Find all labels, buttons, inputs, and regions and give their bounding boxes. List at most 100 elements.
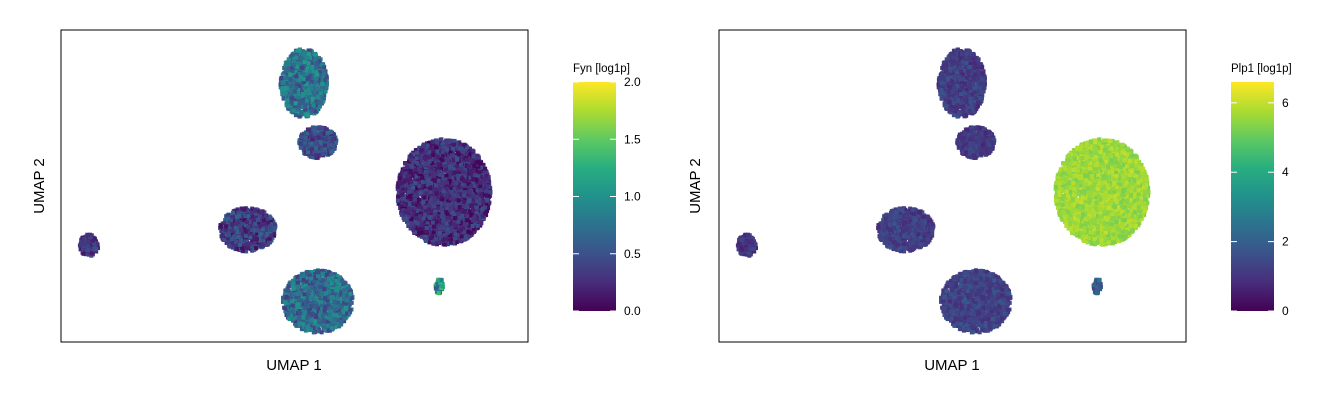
- cell-point: [420, 208, 425, 213]
- cell-point: [469, 204, 474, 209]
- cell-point: [453, 205, 458, 210]
- cell-point: [432, 178, 437, 183]
- cell-point: [464, 236, 469, 241]
- cell-point: [231, 240, 236, 245]
- cell-point: [435, 239, 440, 244]
- cell-point: [421, 222, 426, 227]
- cell-point: [451, 158, 456, 163]
- cell-point: [426, 178, 431, 183]
- cell-point: [418, 164, 423, 169]
- cell-point: [334, 138, 339, 143]
- cell-point: [281, 87, 286, 92]
- cell-point: [438, 186, 443, 191]
- cell-point: [436, 163, 441, 168]
- cell-point: [477, 170, 482, 175]
- cell-point: [435, 140, 440, 145]
- cell-point: [458, 167, 463, 172]
- cell-point: [432, 212, 437, 217]
- cell-point: [328, 147, 333, 152]
- cell-point: [418, 214, 422, 219]
- cell-point: [442, 161, 447, 166]
- cell-point: [426, 163, 431, 168]
- cell-point: [295, 52, 300, 57]
- cell-point: [413, 230, 417, 235]
- cell-point: [284, 63, 289, 68]
- cell-point: [427, 240, 432, 245]
- cell-point: [468, 209, 473, 214]
- cell-point: [396, 192, 401, 197]
- cell-point: [324, 138, 329, 142]
- cell-point: [300, 100, 305, 105]
- cell-point: [462, 142, 467, 147]
- cell-point: [291, 85, 296, 90]
- cell-point: [475, 153, 480, 158]
- cell-point: [312, 131, 317, 136]
- cell-point: [420, 149, 425, 154]
- cell-point: [440, 228, 445, 233]
- cell-point: [412, 209, 416, 214]
- cell-point: [428, 143, 433, 148]
- cell-point: [320, 144, 325, 149]
- cell-point: [418, 233, 423, 238]
- cell-point: [314, 70, 319, 75]
- cell-point: [315, 155, 320, 160]
- cell-point: [444, 138, 449, 143]
- cell-point: [487, 185, 492, 190]
- cell-point: [291, 73, 296, 78]
- cell-point: [313, 80, 318, 85]
- cell-point: [484, 170, 489, 175]
- cell-point: [459, 146, 464, 151]
- cell-point: [470, 224, 475, 228]
- cell-point: [459, 163, 463, 168]
- cell-point: [482, 199, 487, 204]
- cell-point: [437, 226, 442, 231]
- cell-point: [429, 209, 434, 214]
- cell-point: [450, 160, 455, 165]
- cell-point: [458, 205, 463, 210]
- cell-point: [425, 235, 430, 239]
- cell-point: [436, 236, 441, 241]
- cell-point: [424, 239, 428, 243]
- cell-point: [409, 180, 414, 185]
- cell-point: [323, 89, 328, 94]
- cell-point: [410, 207, 415, 212]
- cell-point: [483, 166, 488, 171]
- cell-point: [409, 213, 414, 218]
- cell-point: [449, 226, 454, 230]
- cell-point: [322, 72, 327, 77]
- cell-point: [411, 227, 416, 232]
- plot-frame: [60, 29, 529, 343]
- cell-point: [466, 223, 471, 228]
- cell-point: [435, 231, 440, 236]
- cell-point: [288, 72, 293, 77]
- cell-point: [308, 59, 313, 63]
- cell-point: [485, 205, 490, 210]
- cell-point: [465, 213, 470, 218]
- cell-point: [297, 47, 302, 52]
- cell-point: [448, 196, 453, 201]
- cell-point: [472, 164, 477, 169]
- cell-point: [433, 209, 438, 214]
- cell-point: [402, 180, 407, 185]
- cell-point: [442, 233, 447, 238]
- cell-point: [309, 132, 314, 137]
- cell-point: [440, 176, 445, 181]
- cell-point: [333, 140, 338, 145]
- cell-point: [452, 187, 457, 191]
- cell-point: [424, 162, 429, 167]
- cell-point: [459, 173, 464, 178]
- cell-point: [289, 93, 294, 98]
- cell-point: [481, 186, 486, 191]
- cell-point: [438, 139, 443, 144]
- cell-point: [314, 125, 319, 130]
- cell-point: [444, 221, 449, 226]
- cell-point: [444, 210, 449, 215]
- cell-point: [417, 183, 422, 188]
- cell-point: [478, 177, 483, 182]
- cell-point: [483, 205, 487, 210]
- cell-point: [314, 153, 319, 158]
- cell-point: [445, 192, 450, 197]
- cell-point: [301, 92, 306, 96]
- cell-point: [281, 96, 286, 100]
- cell-point: [467, 152, 472, 157]
